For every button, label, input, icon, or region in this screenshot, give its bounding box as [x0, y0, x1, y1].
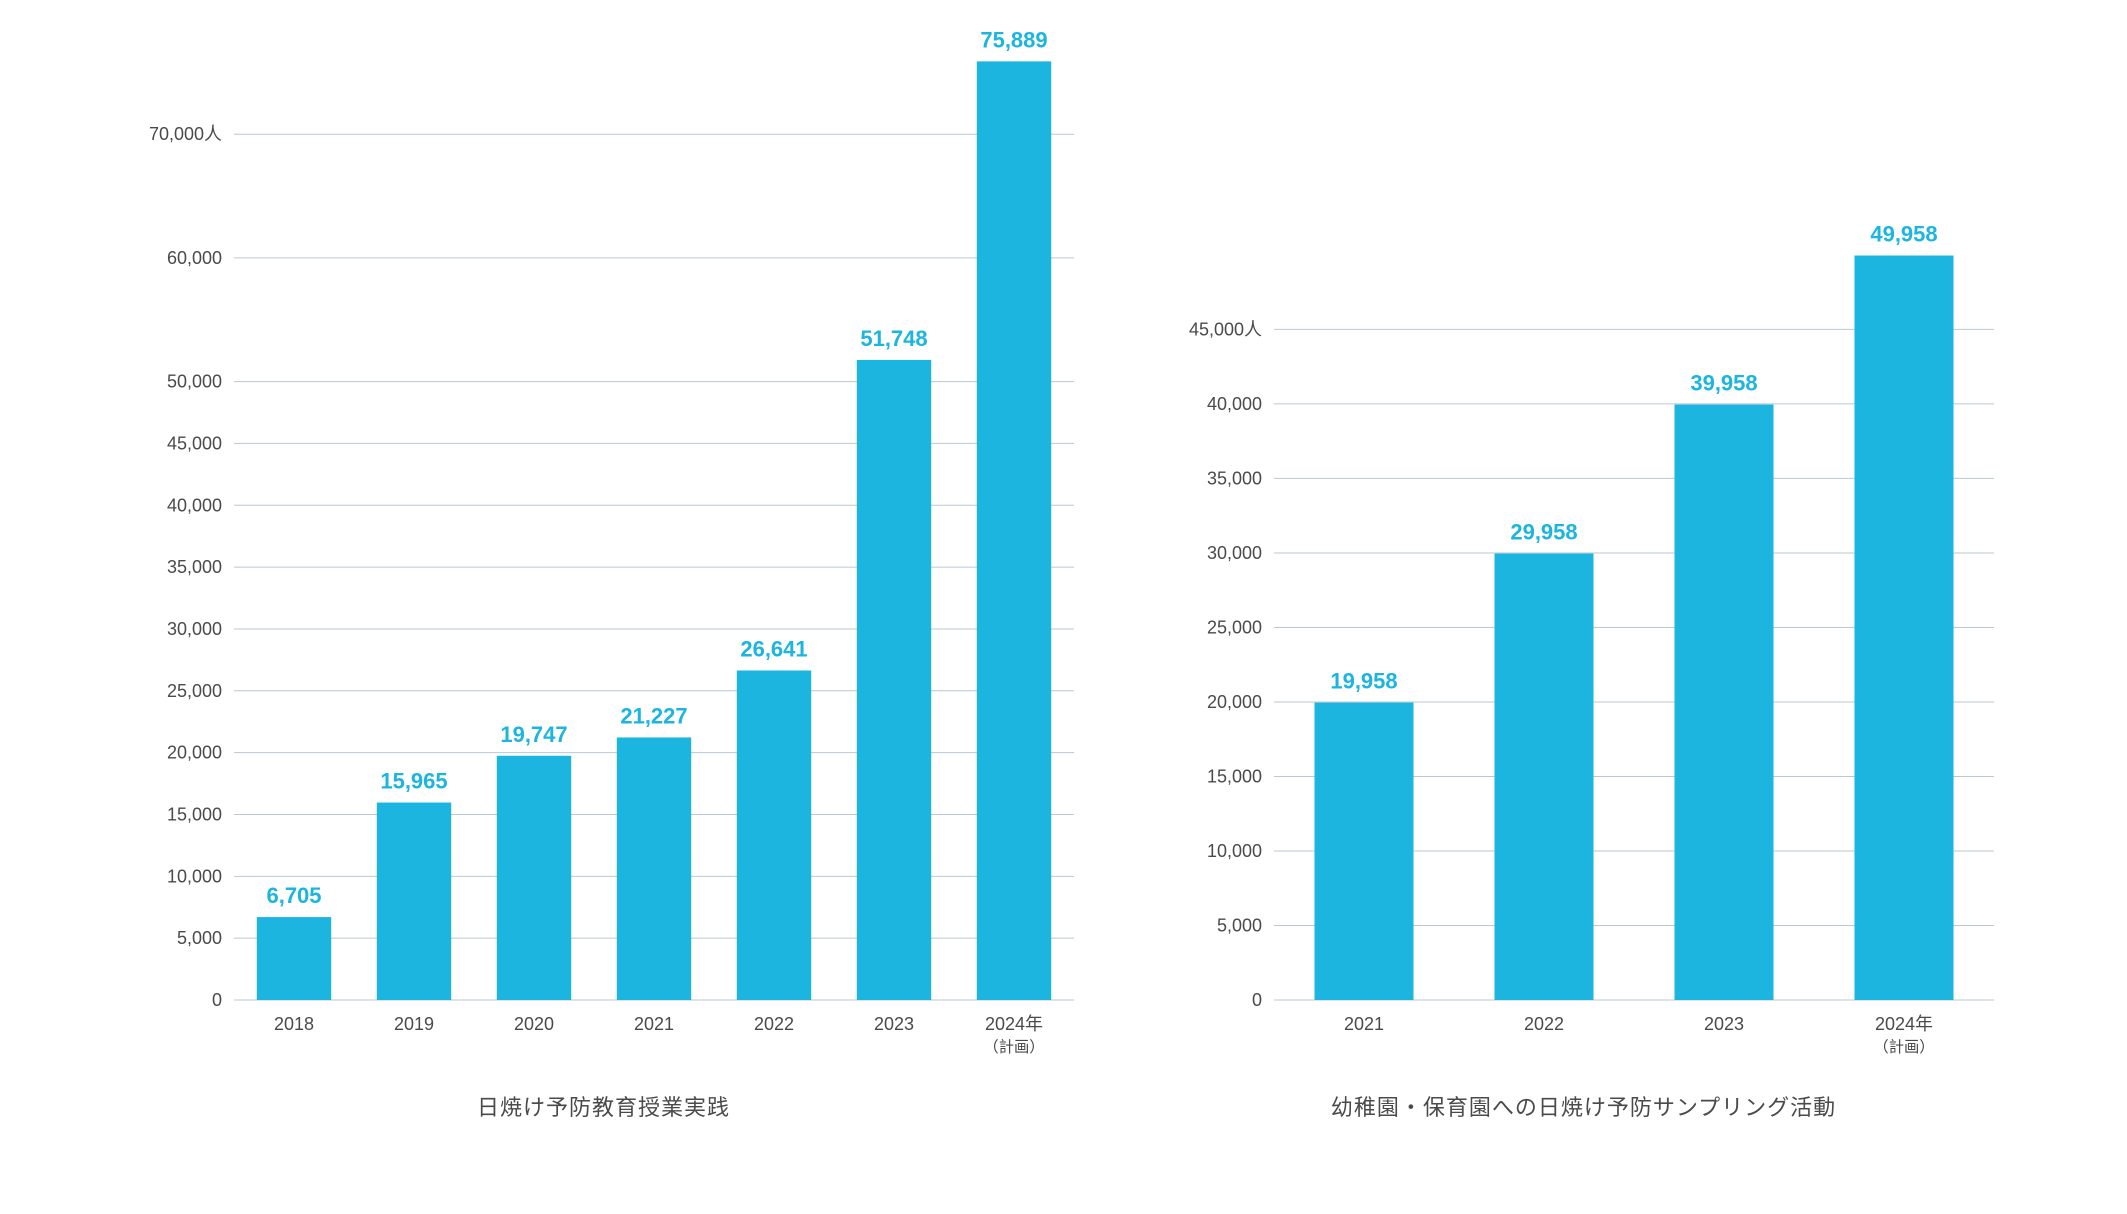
y-tick-label: 70,000人 — [148, 124, 221, 144]
x-tick-label: 2023 — [1703, 1014, 1743, 1034]
y-tick-label: 5,000 — [1216, 915, 1261, 935]
bar — [856, 360, 930, 1000]
y-tick-label: 20,000 — [1206, 692, 1261, 712]
bar — [496, 756, 570, 1000]
bar-value-label: 6,705 — [266, 883, 321, 908]
bar-value-label: 51,748 — [860, 326, 927, 351]
y-tick-label: 10,000 — [1206, 841, 1261, 861]
bar-value-label: 15,965 — [380, 769, 447, 794]
chart-block-left: 0 5,000 10,000 15,000 20,000 25,000 30,000 35,0… — [114, 30, 1094, 1122]
chart-caption-right: 幼稚園・保育園への日焼け予防サンプリング活動 — [1331, 1090, 1836, 1122]
y-tick-label: 40,000 — [166, 495, 221, 515]
bar-value-label: 49,958 — [1870, 222, 1937, 247]
y-tick-label: 45,000 — [166, 433, 221, 453]
y-tick-label: 40,000 — [1206, 394, 1261, 414]
y-tick-label: 20,000 — [166, 743, 221, 763]
bar — [1314, 703, 1413, 1000]
x-tick-label: 2024年 — [984, 1014, 1042, 1034]
bar — [616, 737, 690, 1000]
bar-value-label: 19,958 — [1330, 669, 1397, 694]
x-tick-label: 2020 — [513, 1014, 553, 1034]
y-tick-label: 15,000 — [166, 804, 221, 824]
bar-value-label: 26,641 — [740, 636, 807, 661]
y-tick-label: 35,000 — [1206, 468, 1261, 488]
x-tick-label: 2022 — [753, 1014, 793, 1034]
bar-value-label: 29,958 — [1510, 520, 1577, 545]
y-tick-label: 15,000 — [1206, 766, 1261, 786]
y-tick-label: 0 — [211, 990, 221, 1010]
bar — [376, 803, 450, 1000]
y-tick-label: 10,000 — [166, 866, 221, 886]
bar — [1494, 554, 1593, 1000]
bar — [736, 670, 810, 1000]
chart-block-right: 0 5,000 10,000 15,000 20,000 25,000 30,000 35,0… — [1154, 210, 2014, 1122]
y-tick-label: 35,000 — [166, 557, 221, 577]
x-tick-label: 2022 — [1523, 1014, 1563, 1034]
bar — [1674, 405, 1773, 1000]
y-tick-label: 25,000 — [166, 681, 221, 701]
bar-value-label: 21,227 — [620, 703, 687, 728]
x-tick-sublabel: （計画） — [1873, 1039, 1934, 1056]
y-tick-label: 30,000 — [166, 619, 221, 639]
charts-row: 0 5,000 10,000 15,000 20,000 25,000 30,000 35,0… — [20, 30, 2107, 1122]
bar-value-label: 39,958 — [1690, 371, 1757, 396]
x-tick-label: 2021 — [633, 1014, 673, 1034]
chart-caption-left: 日焼け予防教育授業実践 — [477, 1090, 730, 1122]
y-tick-label: 25,000 — [1206, 617, 1261, 637]
bar-value-label: 19,747 — [500, 722, 567, 747]
y-tick-label: 45,000人 — [1188, 319, 1261, 339]
x-tick-label: 2023 — [873, 1014, 913, 1034]
bar — [976, 61, 1050, 1000]
bar — [1854, 256, 1953, 1000]
bar-value-label: 75,889 — [980, 30, 1047, 52]
y-tick-label: 5,000 — [176, 928, 221, 948]
x-tick-label: 2024年 — [1874, 1014, 1932, 1034]
y-tick-label: 0 — [1251, 990, 1261, 1010]
x-tick-label: 2021 — [1343, 1014, 1383, 1034]
bar — [256, 917, 330, 1000]
bar-chart-left: 0 5,000 10,000 15,000 20,000 25,000 30,000 35,0… — [114, 30, 1094, 1080]
x-tick-label: 2019 — [393, 1014, 433, 1034]
y-tick-label: 30,000 — [1206, 543, 1261, 563]
bar-chart-right: 0 5,000 10,000 15,000 20,000 25,000 30,000 35,0… — [1154, 210, 2014, 1080]
x-tick-sublabel: （計画） — [983, 1039, 1044, 1056]
x-tick-label: 2018 — [273, 1014, 313, 1034]
y-tick-label: 60,000 — [166, 248, 221, 268]
y-tick-label: 50,000 — [166, 372, 221, 392]
